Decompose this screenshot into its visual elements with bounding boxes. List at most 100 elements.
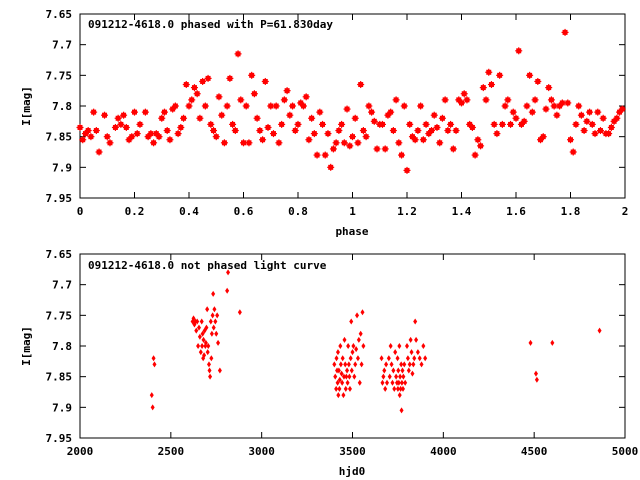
data-point bbox=[493, 130, 501, 138]
data-point bbox=[338, 343, 343, 349]
y-tick-label: 7.75 bbox=[46, 309, 73, 322]
y-tick-label: 7.85 bbox=[46, 371, 73, 384]
data-point bbox=[591, 130, 599, 138]
data-point bbox=[313, 151, 321, 159]
data-point bbox=[341, 392, 346, 399]
data-point bbox=[163, 127, 171, 135]
data-point bbox=[203, 339, 208, 346]
data-point bbox=[336, 367, 341, 374]
data-point bbox=[389, 361, 394, 368]
data-point bbox=[174, 130, 182, 138]
data-point bbox=[553, 111, 561, 119]
data-point bbox=[490, 120, 498, 128]
data-point bbox=[180, 114, 188, 122]
data-point bbox=[357, 379, 362, 386]
data-points-bottom bbox=[149, 269, 602, 414]
y-tick-label: 7.65 bbox=[46, 8, 73, 21]
data-point bbox=[504, 96, 512, 104]
data-point bbox=[166, 136, 174, 144]
data-point bbox=[345, 367, 350, 374]
data-point bbox=[103, 133, 111, 141]
data-point bbox=[564, 99, 572, 107]
data-point bbox=[586, 108, 594, 116]
data-point bbox=[218, 111, 226, 119]
data-point bbox=[302, 93, 310, 101]
x-tick-label: 4500 bbox=[521, 445, 548, 458]
data-point bbox=[196, 343, 201, 349]
data-point bbox=[275, 139, 283, 147]
data-point bbox=[335, 127, 343, 135]
y-tick-label: 7.7 bbox=[52, 39, 72, 52]
data-point bbox=[185, 102, 193, 110]
data-point bbox=[588, 120, 596, 128]
data-point bbox=[201, 102, 209, 110]
x-axis-label-bottom: hjd0 bbox=[339, 465, 366, 478]
data-point bbox=[496, 71, 504, 79]
data-point bbox=[398, 373, 403, 380]
data-point bbox=[250, 90, 258, 98]
data-point bbox=[347, 385, 352, 392]
data-point bbox=[324, 130, 332, 138]
data-point bbox=[567, 136, 574, 144]
data-point bbox=[583, 117, 591, 125]
data-point bbox=[343, 361, 348, 368]
data-point bbox=[340, 355, 345, 362]
chart-title-bottom: 091212-4618.0 not phased light curve bbox=[88, 259, 327, 272]
data-point bbox=[362, 133, 370, 141]
data-point bbox=[207, 120, 215, 128]
data-point bbox=[512, 114, 520, 122]
data-point bbox=[463, 96, 471, 104]
data-point bbox=[339, 370, 344, 377]
data-point bbox=[352, 373, 357, 380]
data-point bbox=[400, 102, 408, 110]
data-point bbox=[351, 114, 359, 122]
data-point bbox=[395, 139, 403, 147]
data-point bbox=[534, 77, 542, 85]
y-tick-label: 7.95 bbox=[46, 192, 73, 205]
data-point bbox=[200, 343, 205, 349]
data-point bbox=[210, 127, 218, 135]
data-point bbox=[349, 318, 354, 325]
data-point bbox=[206, 361, 211, 368]
data-point bbox=[209, 330, 214, 337]
data-point bbox=[395, 385, 400, 392]
data-point bbox=[338, 120, 346, 128]
data-point bbox=[196, 324, 201, 331]
data-point bbox=[269, 130, 277, 138]
data-point bbox=[319, 120, 327, 128]
data-point bbox=[398, 151, 406, 159]
data-point bbox=[433, 123, 441, 131]
data-point bbox=[547, 96, 555, 104]
data-point bbox=[397, 343, 402, 349]
data-point bbox=[387, 108, 395, 116]
data-point bbox=[419, 136, 427, 144]
data-point bbox=[204, 324, 209, 331]
data-point bbox=[351, 343, 356, 349]
data-point bbox=[335, 379, 340, 386]
data-point bbox=[354, 346, 359, 353]
data-point bbox=[347, 373, 352, 380]
data-point bbox=[580, 127, 588, 135]
data-point bbox=[332, 139, 340, 147]
data-point bbox=[477, 142, 485, 150]
data-point bbox=[523, 102, 531, 110]
data-point bbox=[206, 343, 211, 349]
data-point bbox=[155, 133, 163, 141]
data-point bbox=[498, 120, 506, 128]
data-point bbox=[390, 379, 395, 386]
data-point bbox=[596, 127, 604, 135]
data-point bbox=[402, 361, 407, 368]
x-tick-label: 2000 bbox=[67, 445, 94, 458]
data-point bbox=[430, 111, 438, 119]
data-point bbox=[207, 367, 212, 374]
data-point bbox=[272, 102, 280, 110]
data-point bbox=[122, 123, 130, 131]
data-point bbox=[177, 123, 185, 131]
data-point bbox=[226, 269, 231, 276]
data-point bbox=[501, 102, 509, 110]
data-point bbox=[534, 376, 539, 383]
data-point bbox=[403, 379, 408, 386]
data-point bbox=[479, 84, 487, 92]
data-point bbox=[539, 133, 547, 141]
data-point bbox=[310, 130, 318, 138]
